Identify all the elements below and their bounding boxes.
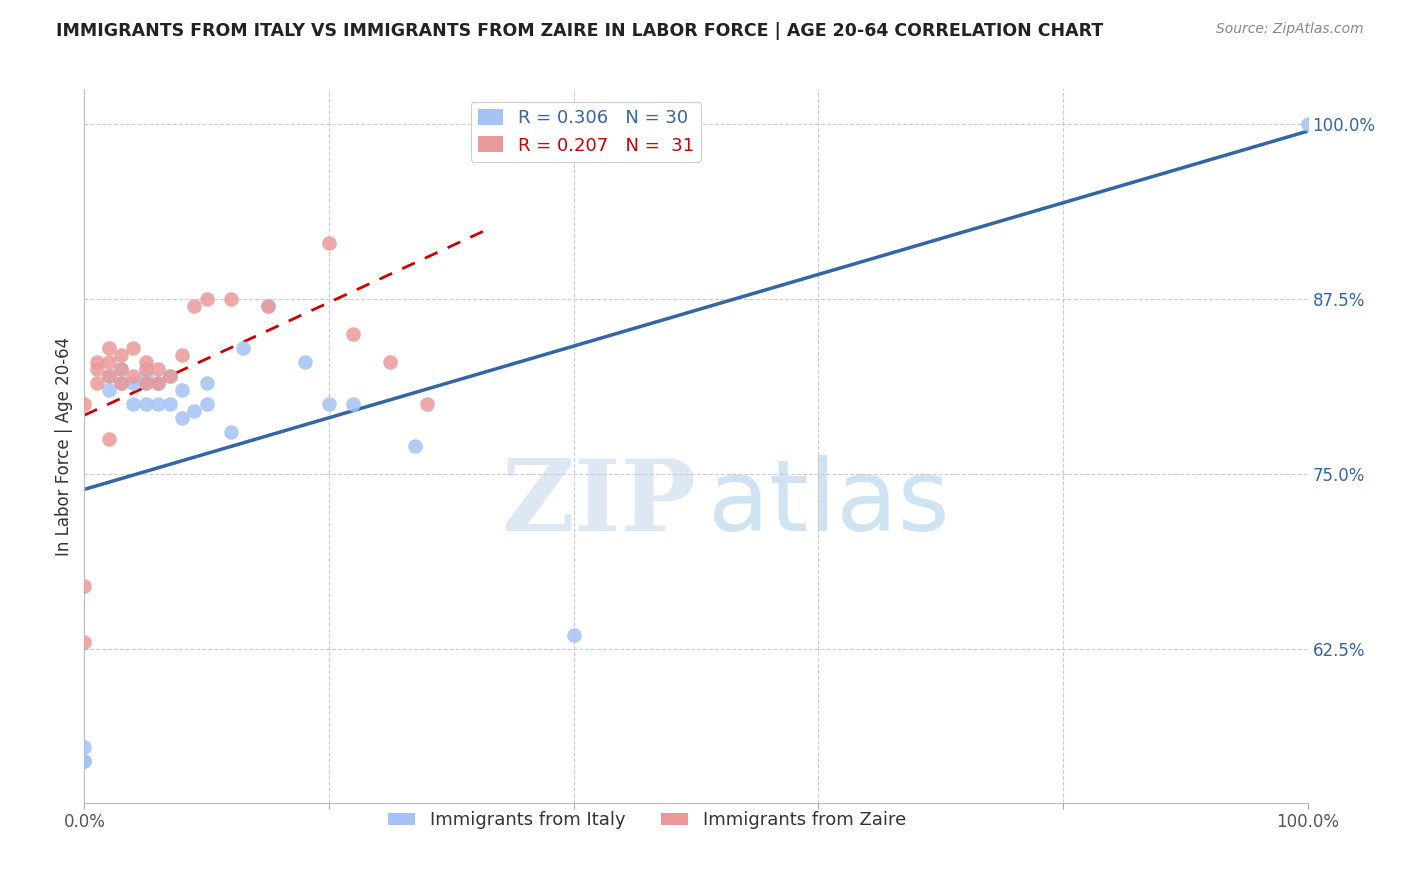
Point	[183, 404, 205, 418]
Point	[110, 362, 132, 376]
Point	[122, 369, 145, 384]
Point	[122, 341, 145, 355]
Point	[135, 376, 157, 390]
Point	[219, 292, 242, 306]
Point	[257, 299, 280, 313]
Point	[97, 341, 120, 355]
Point	[135, 369, 157, 384]
Point	[159, 397, 181, 411]
Point	[404, 439, 426, 453]
Point	[73, 635, 96, 649]
Point	[73, 397, 96, 411]
Point	[122, 376, 145, 390]
Point	[146, 376, 169, 390]
Point	[146, 362, 169, 376]
Legend: Immigrants from Italy, Immigrants from Zaire: Immigrants from Italy, Immigrants from Z…	[381, 805, 914, 837]
Point	[232, 341, 254, 355]
Point	[97, 432, 120, 446]
Point	[416, 397, 439, 411]
Point	[257, 299, 280, 313]
Point	[97, 369, 120, 384]
Point	[562, 628, 585, 642]
Point	[73, 739, 96, 754]
Text: IMMIGRANTS FROM ITALY VS IMMIGRANTS FROM ZAIRE IN LABOR FORCE | AGE 20-64 CORREL: IMMIGRANTS FROM ITALY VS IMMIGRANTS FROM…	[56, 22, 1104, 40]
Point	[159, 369, 181, 384]
Point	[110, 362, 132, 376]
Point	[97, 355, 120, 369]
Point	[146, 397, 169, 411]
Point	[1296, 117, 1319, 131]
Point	[172, 383, 194, 397]
Point	[342, 397, 364, 411]
Point	[195, 292, 218, 306]
Point	[73, 754, 96, 768]
Point	[318, 236, 340, 251]
Point	[195, 397, 218, 411]
Point	[110, 376, 132, 390]
Point	[172, 411, 194, 425]
Point	[122, 397, 145, 411]
Text: Source: ZipAtlas.com: Source: ZipAtlas.com	[1216, 22, 1364, 37]
Point	[86, 355, 108, 369]
Point	[110, 376, 132, 390]
Point	[342, 327, 364, 342]
Point	[73, 579, 96, 593]
Point	[86, 362, 108, 376]
Point	[97, 383, 120, 397]
Point	[135, 376, 157, 390]
Text: atlas: atlas	[709, 455, 950, 551]
Point	[135, 355, 157, 369]
Point	[86, 376, 108, 390]
Y-axis label: In Labor Force | Age 20-64: In Labor Force | Age 20-64	[55, 336, 73, 556]
Point	[146, 376, 169, 390]
Point	[219, 425, 242, 439]
Point	[135, 397, 157, 411]
Point	[294, 355, 316, 369]
Point	[73, 754, 96, 768]
Point	[159, 369, 181, 384]
Point	[135, 362, 157, 376]
Point	[380, 355, 402, 369]
Point	[318, 397, 340, 411]
Point	[195, 376, 218, 390]
Text: ZIP: ZIP	[501, 455, 696, 551]
Point	[172, 348, 194, 362]
Point	[97, 369, 120, 384]
Point	[183, 299, 205, 313]
Point	[110, 348, 132, 362]
